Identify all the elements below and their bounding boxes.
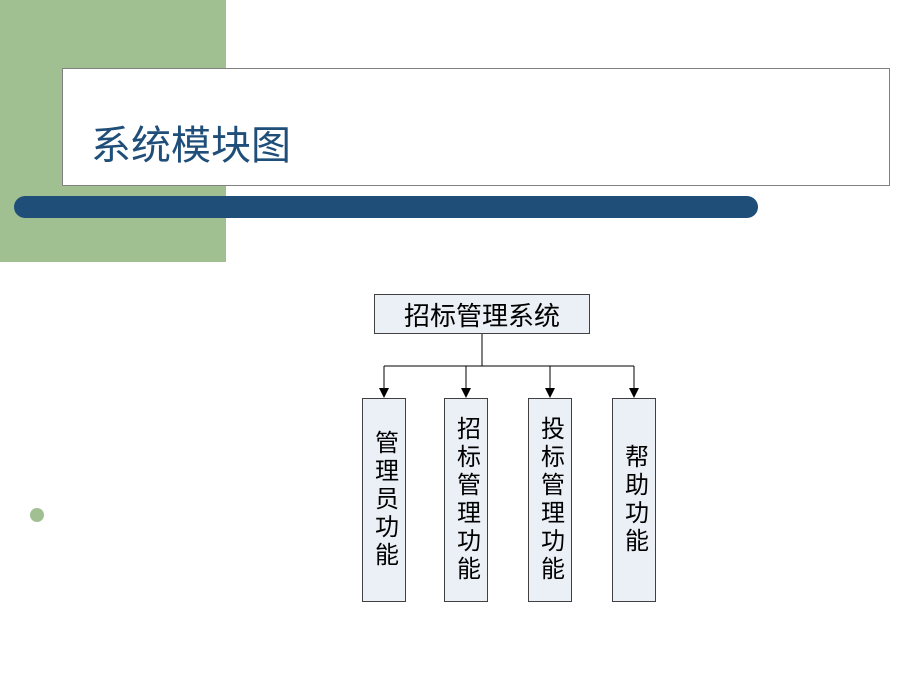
tree-root-label: 招标管理系统 bbox=[404, 296, 560, 333]
title-container: 系统模块图 bbox=[62, 68, 890, 186]
decorative-bullet bbox=[30, 508, 44, 522]
tree-child-node: 招标管理功能 bbox=[444, 398, 488, 602]
tree-child-label: 招标管理功能 bbox=[449, 416, 484, 584]
tree-child-label: 管理员功能 bbox=[367, 430, 402, 570]
tree-child-label: 帮助功能 bbox=[617, 444, 652, 556]
tree-child-node: 帮助功能 bbox=[612, 398, 656, 602]
tree-root-node: 招标管理系统 bbox=[374, 294, 590, 334]
tree-child-node: 投标管理功能 bbox=[528, 398, 572, 602]
page-title: 系统模块图 bbox=[91, 113, 291, 171]
title-underline-bar bbox=[14, 196, 758, 218]
tree-child-label: 投标管理功能 bbox=[533, 416, 568, 584]
tree-child-node: 管理员功能 bbox=[362, 398, 406, 602]
